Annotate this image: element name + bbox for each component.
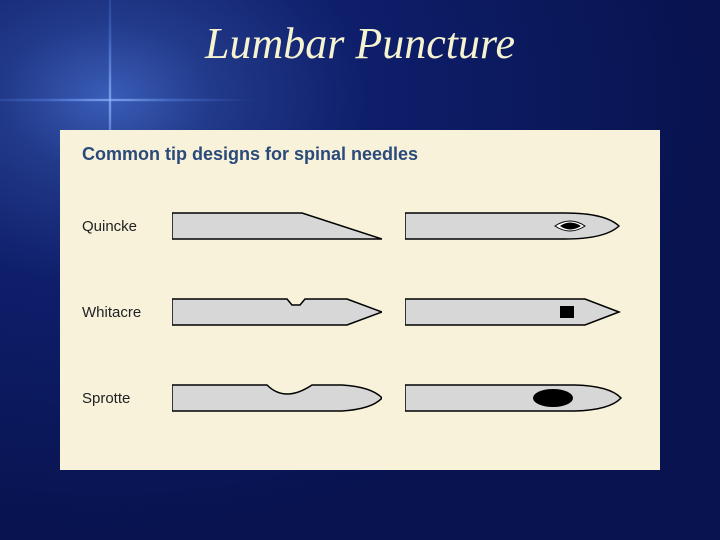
needle-label: Quincke (82, 183, 172, 269)
needle-side-view (172, 355, 405, 441)
needle-table: Quincke Whitacre (82, 183, 638, 441)
diagram-panel: Common tip designs for spinal needles Qu… (60, 130, 660, 470)
needle-side-view (172, 183, 405, 269)
panel-heading: Common tip designs for spinal needles (82, 144, 638, 165)
needle-label: Sprotte (82, 355, 172, 441)
needle-front-view (405, 183, 638, 269)
needle-front-view (405, 355, 638, 441)
needle-front-view (405, 269, 638, 355)
table-row: Sprotte (82, 355, 638, 441)
table-row: Quincke (82, 183, 638, 269)
table-row: Whitacre (82, 269, 638, 355)
needle-label: Whitacre (82, 269, 172, 355)
needle-side-view (172, 269, 405, 355)
lens-flare (110, 100, 111, 101)
